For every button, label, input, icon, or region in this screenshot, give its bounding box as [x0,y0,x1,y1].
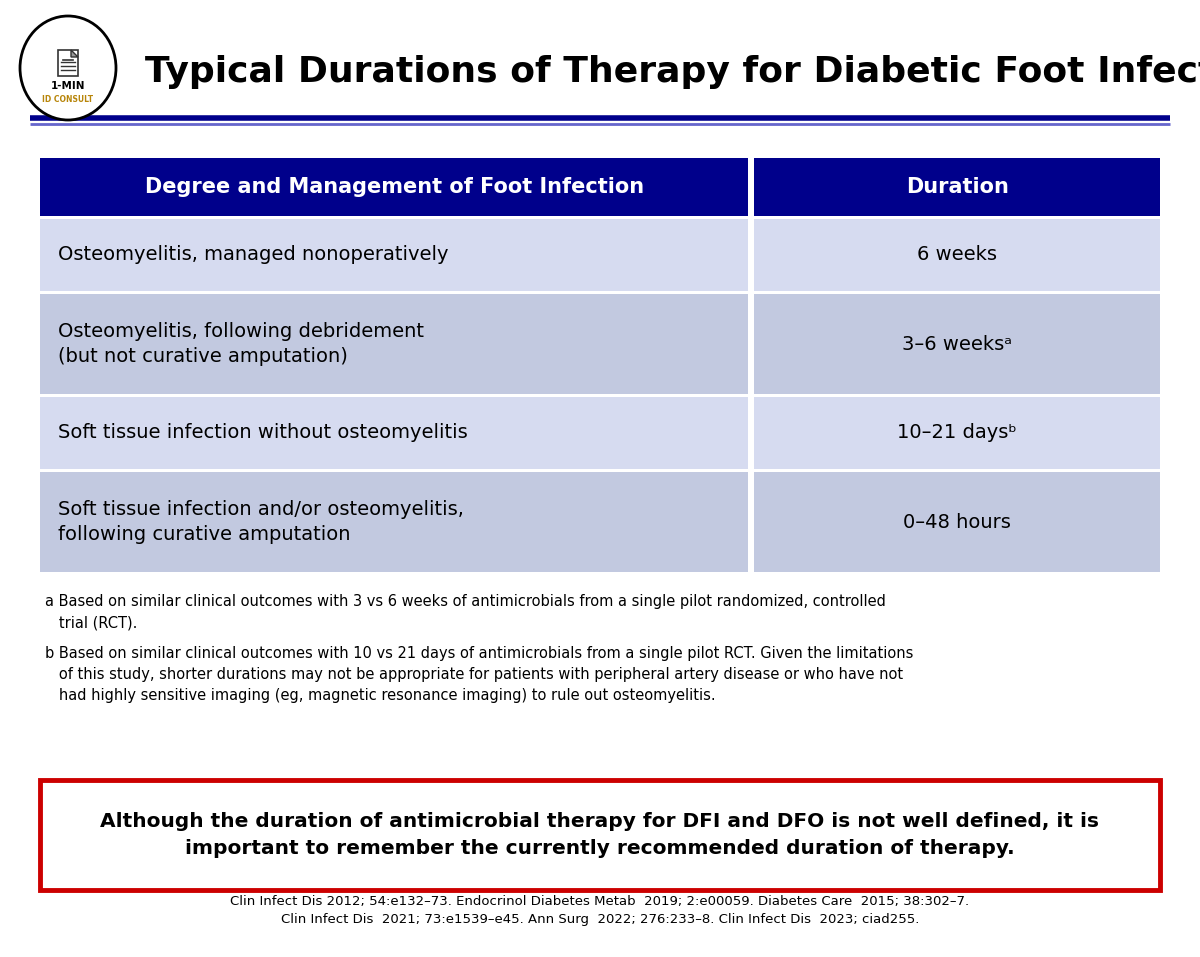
Text: Duration: Duration [906,177,1008,197]
Text: 0–48 hours: 0–48 hours [904,513,1012,531]
Ellipse shape [20,16,116,120]
Text: Although the duration of antimicrobial therapy for DFI and DFO is not well defin: Although the duration of antimicrobial t… [101,812,1099,857]
FancyBboxPatch shape [755,158,1160,216]
Text: Clin Infect Dis 2012; 54:e132–73. Endocrinol Diabetes Metab  2019; 2:e00059. Dia: Clin Infect Dis 2012; 54:e132–73. Endocr… [230,895,970,925]
Text: a Based on similar clinical outcomes with 3 vs 6 weeks of antimicrobials from a : a Based on similar clinical outcomes wit… [46,594,886,630]
FancyBboxPatch shape [40,294,749,394]
FancyBboxPatch shape [40,472,749,572]
Text: ID CONSULT: ID CONSULT [42,96,94,104]
Text: 3–6 weeksᵃ: 3–6 weeksᵃ [902,335,1012,353]
FancyBboxPatch shape [58,50,78,76]
Text: 10–21 daysᵇ: 10–21 daysᵇ [898,424,1016,442]
FancyBboxPatch shape [755,294,1160,394]
Text: Degree and Management of Foot Infection: Degree and Management of Foot Infection [144,177,643,197]
FancyBboxPatch shape [755,219,1160,291]
Text: 1-MIN: 1-MIN [50,81,85,91]
FancyBboxPatch shape [40,219,749,291]
Text: b Based on similar clinical outcomes with 10 vs 21 days of antimicrobials from a: b Based on similar clinical outcomes wit… [46,646,913,703]
Text: Soft tissue infection and/or osteomyelitis,
following curative amputation: Soft tissue infection and/or osteomyelit… [58,500,464,545]
Text: Soft tissue infection without osteomyelitis: Soft tissue infection without osteomyeli… [58,424,468,442]
FancyBboxPatch shape [755,397,1160,469]
Text: 6 weeks: 6 weeks [917,246,997,264]
FancyBboxPatch shape [40,158,749,216]
Text: Osteomyelitis, managed nonoperatively: Osteomyelitis, managed nonoperatively [58,246,449,264]
Text: Osteomyelitis, following debridement
(but not curative amputation): Osteomyelitis, following debridement (bu… [58,322,424,367]
FancyBboxPatch shape [40,397,749,469]
FancyBboxPatch shape [755,472,1160,572]
FancyBboxPatch shape [40,780,1160,890]
Text: Typical Durations of Therapy for Diabetic Foot Infections: Typical Durations of Therapy for Diabeti… [145,55,1200,89]
Polygon shape [71,50,78,57]
